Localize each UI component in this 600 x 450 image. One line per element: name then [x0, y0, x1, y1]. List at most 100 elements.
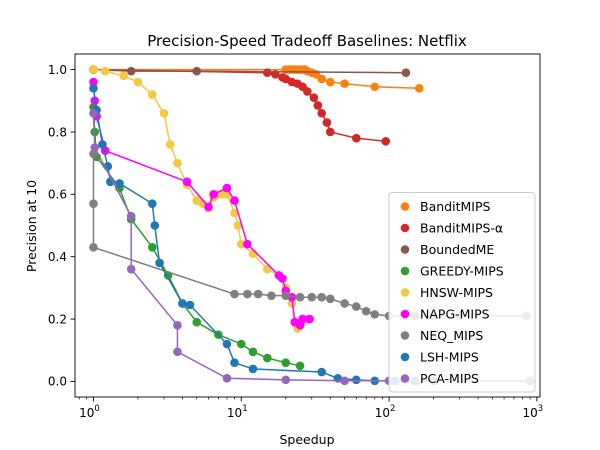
data-point-greedy-mips	[281, 358, 291, 368]
data-point-hnsw-mips	[147, 90, 157, 99]
series-greedy-mips	[89, 102, 305, 371]
legend-marker	[400, 331, 410, 340]
data-point-lsh-mips	[178, 299, 187, 308]
data-point-pca-mips	[126, 264, 136, 274]
data-point-lsh-mips	[155, 258, 164, 268]
data-point-lsh-mips	[317, 367, 326, 377]
y-tick-label: 0.4	[48, 250, 67, 264]
data-point-neq-mips	[89, 199, 98, 208]
data-point-banditmips-alpha	[313, 101, 323, 110]
series-lsh-mips	[89, 84, 420, 386]
data-point-banditmips	[325, 77, 335, 87]
data-point-lsh-mips	[98, 140, 107, 149]
x-tick-label: 101	[227, 404, 248, 420]
data-point-lsh-mips	[89, 84, 98, 93]
data-point-napg-mips	[278, 274, 287, 283]
y-tick-label: 0.2	[48, 312, 67, 326]
data-point-banditmips	[370, 82, 380, 92]
legend-marker	[400, 245, 410, 254]
data-point-hnsw-mips	[159, 108, 169, 118]
data-point-boundedme	[192, 66, 202, 76]
legend-label: NAPG-MIPS	[420, 307, 490, 322]
data-point-banditmips-alpha	[317, 108, 326, 118]
legend-marker	[400, 202, 410, 211]
data-point-neq-mips	[281, 291, 291, 300]
data-point-hnsw-mips	[173, 158, 182, 168]
data-point-hnsw-mips	[233, 221, 243, 230]
data-point-napg-mips	[230, 196, 239, 205]
data-point-neq-mips	[267, 291, 276, 300]
data-point-neq-mips	[361, 306, 371, 316]
data-point-hnsw-mips	[133, 77, 143, 87]
y-axis-label: Precision at 10	[24, 180, 39, 272]
data-point-napg-mips	[182, 177, 192, 187]
data-point-napg-mips	[204, 202, 213, 212]
legend-marker	[400, 288, 410, 297]
legend-item: PCA-MIPS	[400, 371, 479, 386]
data-point-lsh-mips	[147, 199, 157, 208]
data-point-boundedme	[126, 66, 136, 76]
legend-item: LSH-MIPS	[400, 350, 479, 365]
legend-marker	[400, 223, 410, 233]
data-point-lsh-mips	[150, 221, 160, 230]
x-tick-label: 100	[79, 404, 100, 420]
legend-label: BoundedME	[420, 242, 494, 257]
data-point-pca-mips	[90, 143, 100, 152]
data-point-pca-mips	[173, 347, 182, 357]
legend-label: LSH-MIPS	[420, 350, 479, 365]
data-point-neq-mips	[243, 289, 252, 299]
data-point-napg-mips	[222, 183, 232, 193]
data-point-banditmips-alpha	[303, 87, 312, 96]
legend-label: GREEDY-MIPS	[420, 264, 504, 279]
series-pca-mips	[89, 108, 535, 386]
y-tick-label: 1.0	[48, 63, 67, 77]
legend-label: BanditMIPS	[420, 199, 490, 214]
data-point-napg-mips	[305, 314, 314, 324]
chart-title: Precision-Speed Tradeoff Baselines: Netf…	[147, 32, 467, 50]
data-point-lsh-mips	[222, 339, 232, 349]
series-napg-mips	[89, 77, 314, 330]
legend-label: NEQ_MIPS	[420, 328, 483, 343]
data-point-greedy-mips	[295, 361, 305, 371]
data-point-banditmips-alpha	[325, 127, 335, 137]
legend-marker	[400, 266, 410, 276]
data-point-neq-mips	[317, 292, 326, 302]
legend-marker	[400, 309, 410, 319]
data-point-banditmips	[317, 74, 326, 84]
legend-box	[388, 192, 536, 393]
data-point-napg-mips	[209, 190, 218, 199]
data-point-neq-mips	[370, 310, 380, 319]
series-banditmips-alpha	[89, 65, 391, 146]
data-point-hnsw-mips	[230, 208, 239, 218]
x-tick-label: 102	[375, 404, 396, 420]
data-point-neq-mips	[230, 289, 239, 299]
data-point-lsh-mips	[230, 358, 239, 368]
y-tick-label: 0.8	[48, 125, 67, 139]
x-tick-label: 103	[523, 404, 544, 420]
y-axis-ticks: 0.0 0.2 0.4 0.6 0.8 1.0	[48, 63, 75, 389]
data-point-greedy-mips	[262, 353, 272, 363]
series-line-boundedme	[93, 68, 406, 74]
data-point-hnsw-mips	[119, 71, 128, 81]
data-point-banditmips-alpha	[351, 133, 361, 143]
data-point-hnsw-mips	[100, 66, 110, 76]
data-point-pca-mips	[222, 373, 232, 383]
data-point-pca-mips	[89, 108, 98, 118]
data-point-banditmips	[340, 79, 349, 88]
legend-item: BanditMIPS-α	[400, 221, 503, 236]
data-point-banditmips	[414, 84, 424, 93]
data-point-lsh-mips	[185, 300, 195, 310]
data-point-pca-mips	[173, 320, 182, 330]
data-point-hnsw-mips	[89, 65, 98, 74]
x-axis-ticks: 100 101 102 103	[78, 397, 544, 420]
legend-marker	[400, 374, 410, 383]
y-tick-label: 0.0	[48, 375, 67, 389]
legend-item: GREEDY-MIPS	[400, 264, 504, 279]
data-point-greedy-mips	[248, 347, 258, 357]
data-point-neq-mips	[89, 243, 98, 252]
data-point-pca-mips	[281, 375, 291, 385]
data-point-napg-mips	[298, 314, 307, 324]
data-point-lsh-mips	[115, 179, 124, 188]
legend-label: BanditMIPS-α	[420, 221, 503, 236]
